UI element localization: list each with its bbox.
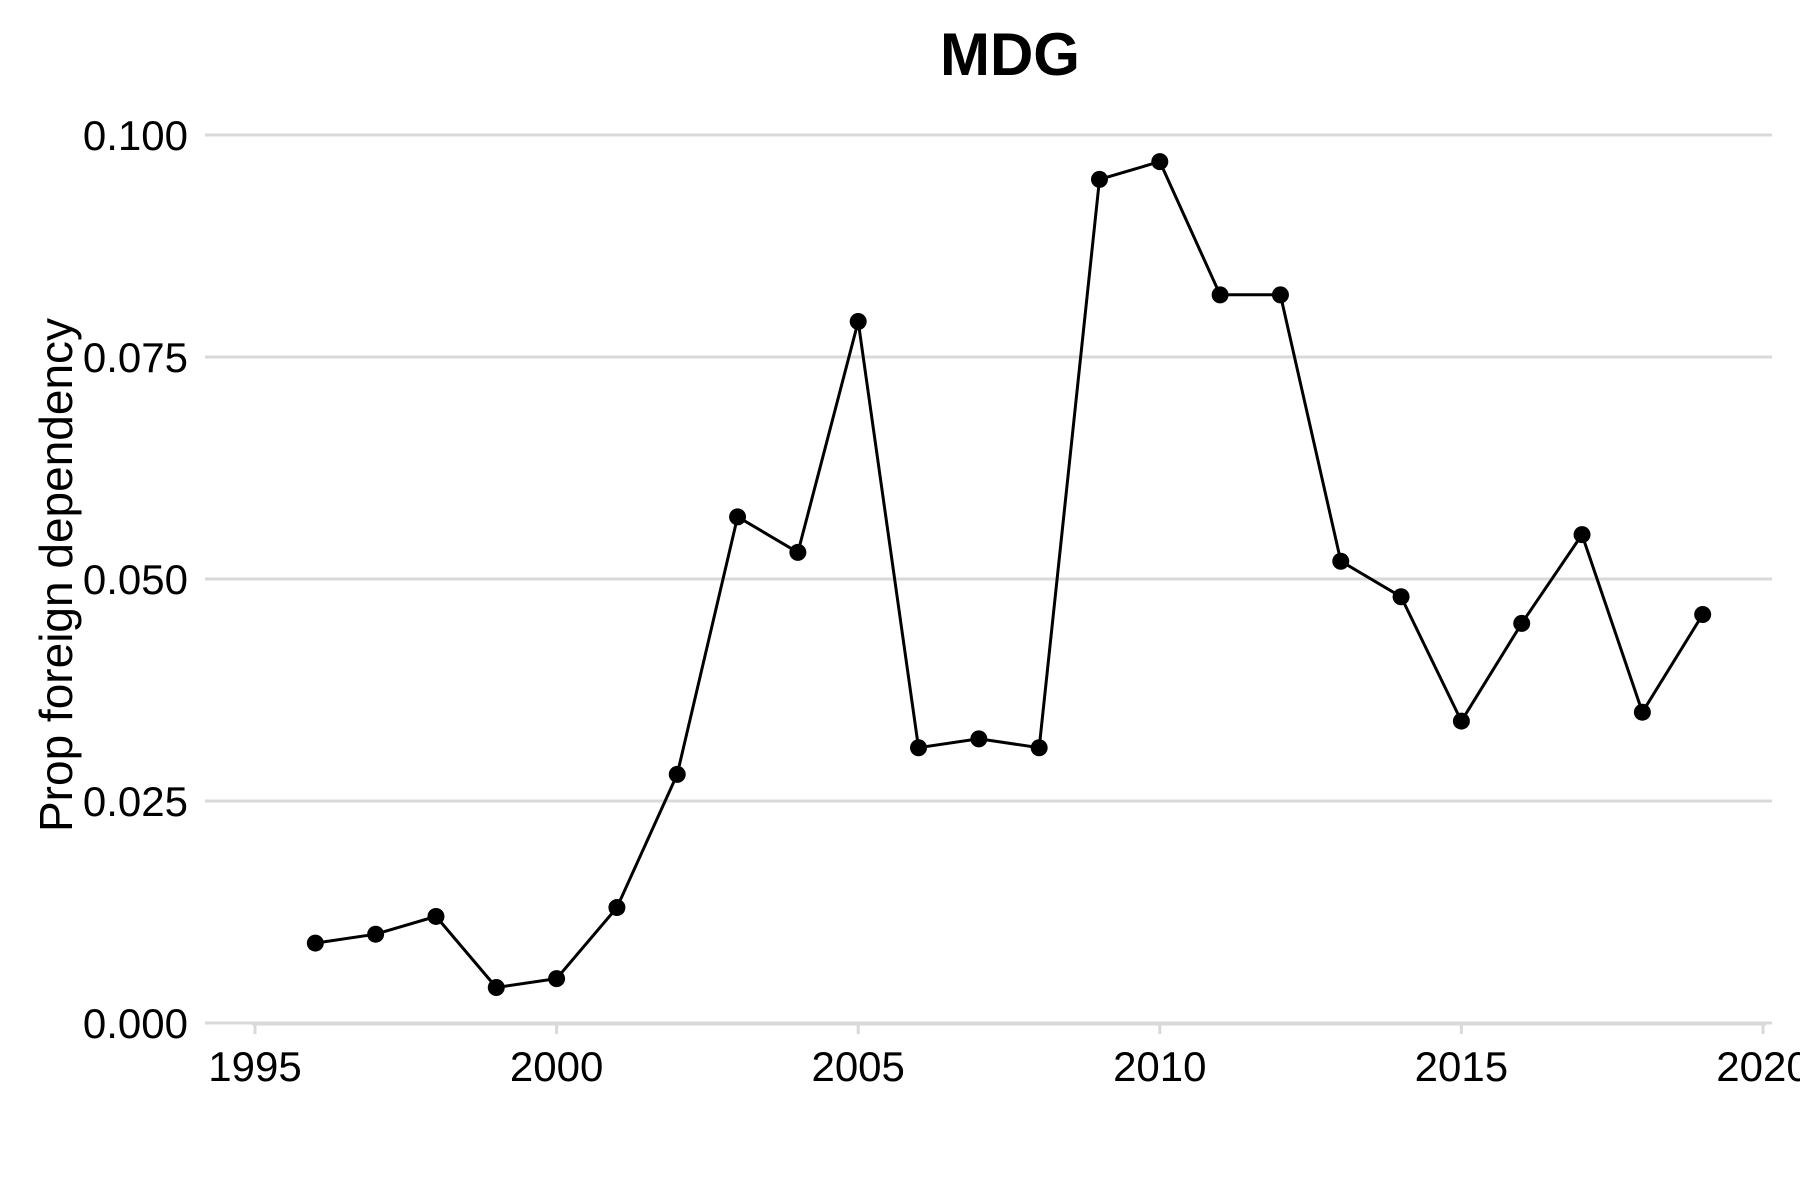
data-point: [1271, 286, 1289, 304]
data-point: [487, 978, 505, 996]
data-point: [910, 739, 928, 757]
data-point: [668, 765, 686, 783]
y-tick-label: 0.050: [83, 556, 188, 603]
data-point: [1392, 588, 1410, 606]
data-point: [1573, 526, 1591, 544]
x-tick-label: 1995: [208, 1043, 301, 1090]
data-point: [548, 970, 566, 988]
chart-title: MDG: [940, 21, 1080, 88]
data-point: [608, 899, 626, 917]
data-point: [1513, 614, 1531, 632]
data-point: [1030, 739, 1048, 757]
data-point: [1211, 286, 1229, 304]
data-point: [1090, 170, 1108, 188]
data-point: [1151, 153, 1169, 171]
y-tick-label: 0.100: [83, 112, 188, 159]
data-point: [367, 925, 385, 943]
data-point: [970, 730, 988, 748]
data-point: [789, 543, 807, 561]
gridlines: [205, 133, 1772, 1025]
y-axis: 0.000 0.025 0.050 0.075 0.100: [83, 112, 188, 1047]
x-tick-label: 2020: [1716, 1043, 1800, 1090]
x-tick-label: 2010: [1113, 1043, 1206, 1090]
y-tick-label: 0.075: [83, 334, 188, 381]
y-axis-label: Prop foreign dependency: [30, 318, 82, 832]
x-tick-label: 2005: [811, 1043, 904, 1090]
data-point: [306, 934, 324, 952]
y-tick-label: 0.000: [83, 1000, 188, 1047]
data-point: [729, 508, 747, 526]
data-point: [1332, 552, 1350, 570]
series: [306, 153, 1712, 996]
data-point: [427, 907, 445, 925]
data-point: [849, 312, 867, 330]
data-point: [1452, 712, 1470, 730]
series-line: [315, 159, 1704, 990]
data-point: [1694, 606, 1712, 624]
x-tick-label: 2015: [1415, 1043, 1508, 1090]
data-point: [1633, 703, 1651, 721]
x-axis: 1995 2000 2005 2010 2015 2020: [208, 1022, 1800, 1090]
x-tick-label: 2000: [510, 1043, 603, 1090]
y-tick-label: 0.025: [83, 778, 188, 825]
